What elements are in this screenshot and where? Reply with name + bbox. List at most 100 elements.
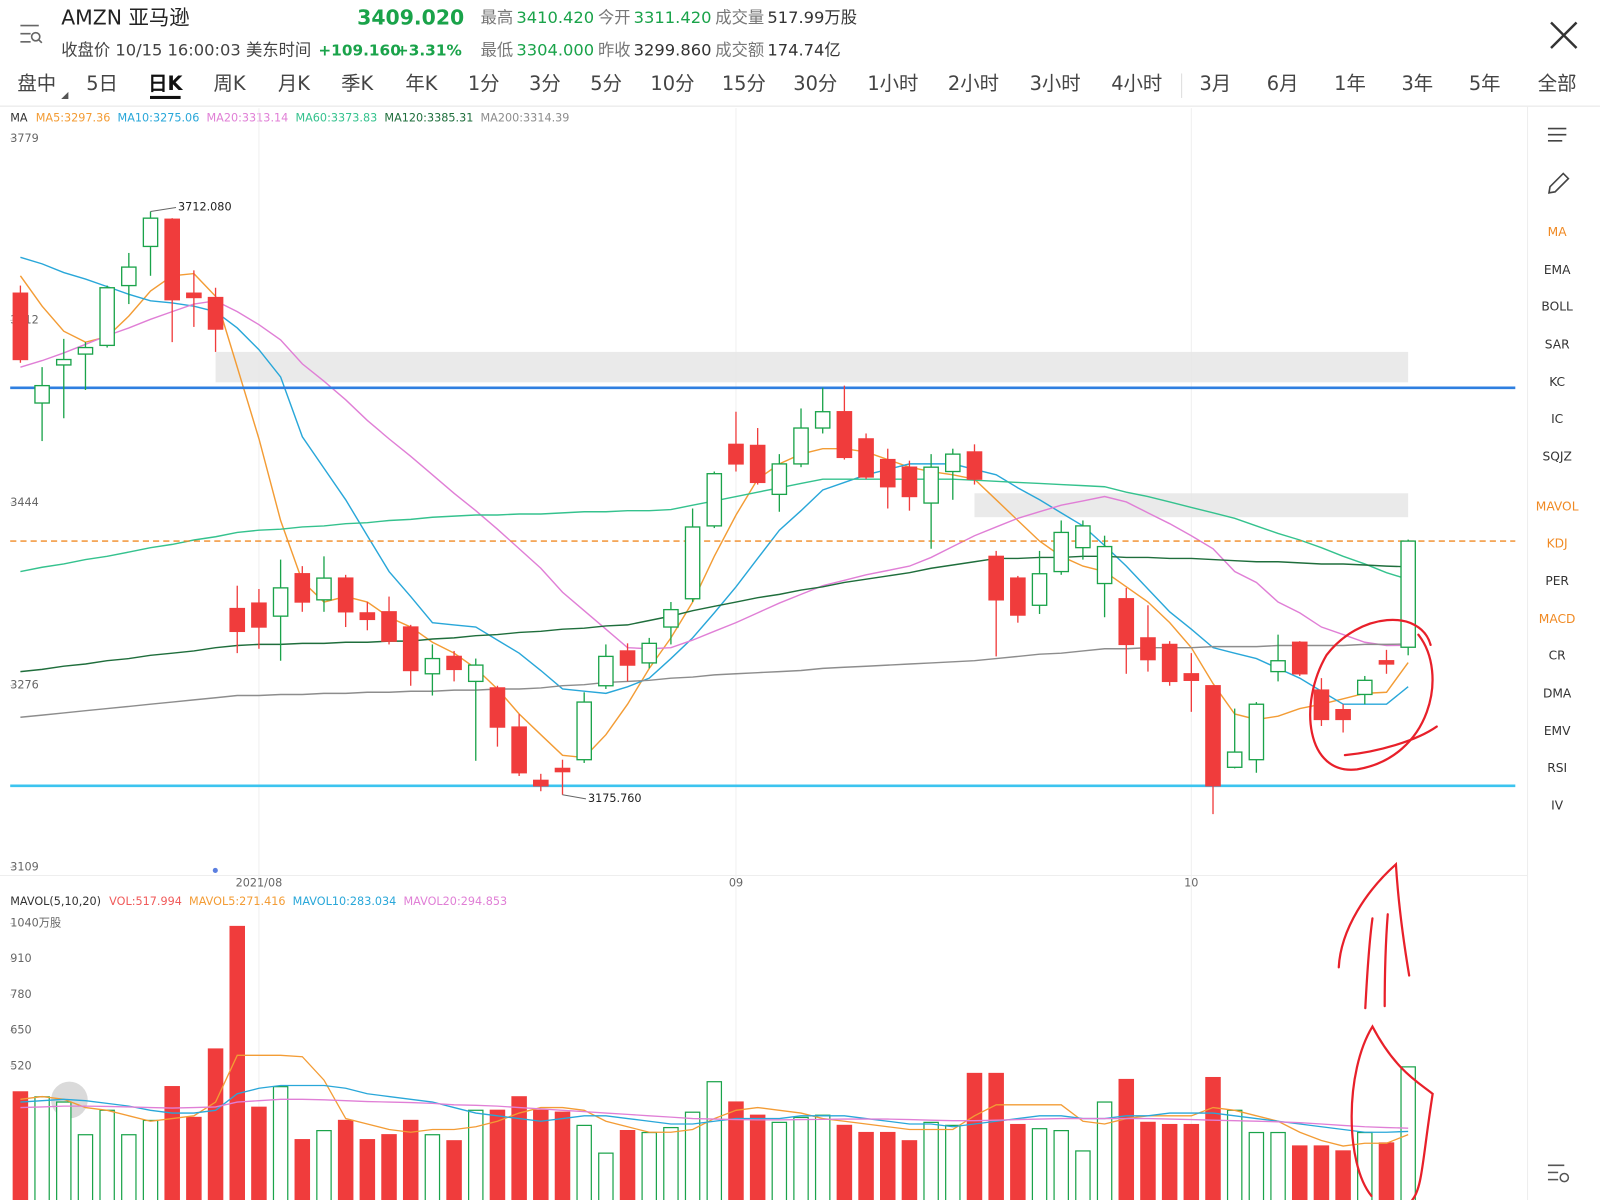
tab[interactable]: 盘中 — [17, 72, 56, 95]
tab[interactable]: 日K — [148, 72, 183, 95]
indicator-button[interactable]: PER — [1545, 574, 1569, 588]
tab[interactable]: 3月 — [1199, 72, 1231, 95]
indicator-button[interactable]: BOLL — [1541, 300, 1573, 314]
candle-body — [1400, 540, 1416, 648]
pencil-icon[interactable] — [1547, 172, 1570, 194]
candle-body — [381, 611, 397, 642]
volume-bar — [186, 1116, 202, 1200]
indicator-button[interactable]: EMV — [1544, 724, 1571, 738]
indicator-button[interactable]: IC — [1551, 412, 1563, 426]
tab[interactable]: 月K — [278, 72, 311, 95]
ma-line — [20, 256, 1409, 705]
stat-value: 3304.000 — [516, 41, 594, 60]
tab[interactable]: 3年 — [1401, 72, 1433, 95]
y-tick-label: 3444 — [10, 496, 39, 509]
tab[interactable]: 年K — [405, 72, 438, 95]
tab[interactable]: 4小时 — [1111, 72, 1162, 95]
indicator-button[interactable]: IV — [1551, 799, 1564, 813]
symbol: AMZN 亚马逊 — [61, 5, 189, 29]
menu-search-icon[interactable] — [20, 24, 43, 44]
volume-bar — [34, 1096, 50, 1200]
indicator-button[interactable]: EMA — [1544, 263, 1571, 277]
annotation-label: 3712.080 — [178, 200, 232, 213]
settings-icon[interactable] — [1547, 1164, 1570, 1183]
tab[interactable]: 1小时 — [867, 72, 918, 95]
volume-bar — [1248, 1131, 1265, 1200]
candle-body — [359, 612, 376, 621]
volume-bar — [12, 1091, 29, 1200]
volume-bar — [229, 925, 245, 1200]
candle-body — [446, 655, 462, 671]
legend-item: MA60:3373.83 — [295, 111, 377, 124]
volume-bar — [1053, 1130, 1069, 1200]
volume-bar — [1140, 1121, 1156, 1200]
tab[interactable]: 周K — [214, 72, 247, 95]
volume-bar — [511, 1096, 527, 1200]
indicator-button[interactable]: MAVOL — [1536, 500, 1579, 514]
last-price: 3409.020 — [357, 5, 464, 29]
volume-bar — [749, 1114, 766, 1200]
indicator-button[interactable]: SQJZ — [1542, 450, 1571, 464]
tab[interactable]: 全部 — [1538, 72, 1577, 95]
candle-body — [706, 473, 723, 527]
indicator-button[interactable]: MACD — [1539, 612, 1576, 626]
volume-bar — [1378, 1142, 1395, 1200]
tab[interactable]: 1分 — [468, 72, 500, 95]
candle-body — [1096, 545, 1113, 585]
tab[interactable]: 5年 — [1469, 72, 1501, 95]
stat-label: 成交额 — [715, 41, 764, 60]
close-button[interactable] — [1550, 21, 1578, 49]
candle-body — [1183, 673, 1200, 681]
tab[interactable]: 15分 — [722, 72, 766, 95]
tab[interactable]: 5分 — [590, 72, 622, 95]
candle-body — [771, 463, 788, 496]
tab[interactable]: 1年 — [1334, 72, 1366, 95]
tab[interactable]: 30分 — [793, 72, 837, 95]
indicator-button[interactable]: KDJ — [1547, 536, 1568, 550]
candle-body — [793, 427, 809, 465]
indicator-button[interactable]: KC — [1549, 375, 1565, 389]
list-icon[interactable] — [1547, 127, 1567, 142]
tab[interactable]: 10分 — [650, 72, 694, 95]
volume-bar — [641, 1131, 657, 1200]
indicator-button[interactable]: RSI — [1547, 761, 1567, 775]
candle-body — [489, 687, 506, 728]
candle-body — [424, 657, 441, 675]
y-tick-label: 3779 — [10, 132, 39, 145]
volume-bar — [814, 1114, 831, 1200]
x-tick-label: 10 — [1184, 877, 1198, 890]
indicator-button[interactable]: DMA — [1543, 686, 1572, 700]
volume-bar — [142, 1119, 159, 1200]
indicator-button[interactable]: CR — [1549, 649, 1567, 663]
legend-item: VOL:517.994 — [109, 895, 182, 908]
candle-body — [1248, 703, 1265, 761]
volume-bar — [251, 1106, 267, 1200]
tab[interactable]: 季K — [341, 72, 374, 95]
volume-bar — [1313, 1145, 1330, 1200]
tab[interactable]: 6月 — [1267, 72, 1299, 95]
indicator-button[interactable]: MA — [1548, 225, 1568, 239]
candle-body — [901, 466, 918, 498]
legend-item: MA10:3275.06 — [118, 111, 200, 124]
volume-bar — [923, 1121, 939, 1200]
indicator-button[interactable]: SAR — [1545, 337, 1570, 351]
stat-value: 3410.420 — [516, 8, 594, 27]
tab-underline — [150, 95, 181, 99]
stat-label: 昨收 — [598, 41, 631, 60]
tab[interactable]: 5日 — [86, 72, 118, 95]
candle-body — [1226, 751, 1243, 768]
stat-label: 最低 — [481, 41, 514, 60]
annotation-label: 3175.760 — [588, 792, 642, 805]
tab[interactable]: 2小时 — [948, 72, 999, 95]
candle-body — [207, 296, 224, 330]
candle-body — [12, 292, 29, 361]
tab[interactable]: 3小时 — [1030, 72, 1081, 95]
volume-bar — [598, 1152, 614, 1200]
volume-bar — [533, 1109, 549, 1200]
candle-body — [1205, 685, 1221, 787]
candle-body — [402, 626, 419, 672]
ma-line — [20, 300, 1409, 650]
ma-line — [19, 272, 1409, 759]
tab[interactable]: 3分 — [529, 72, 561, 95]
volume-bar — [771, 1121, 788, 1200]
